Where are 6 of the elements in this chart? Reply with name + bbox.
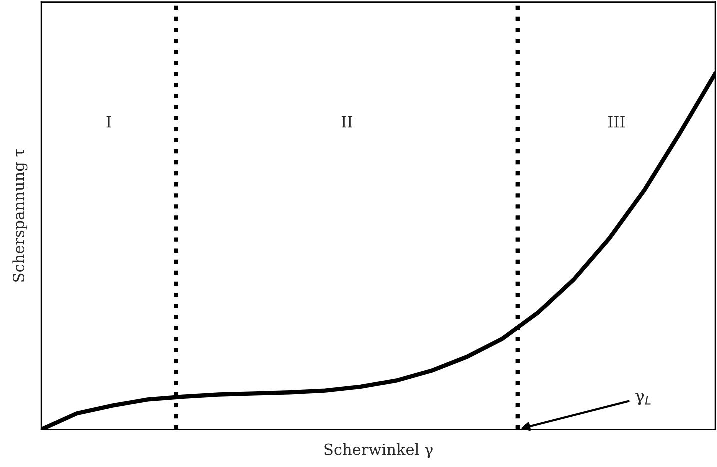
x-axis-title: Scherwinkel γ: [324, 444, 433, 458]
y-axis-title: Scherspannung τ: [12, 149, 28, 282]
annotation: γ$_{L}$: [636, 393, 651, 406]
annotation: III: [608, 116, 625, 128]
annotation: II: [342, 116, 352, 128]
annotation: I: [106, 116, 112, 128]
